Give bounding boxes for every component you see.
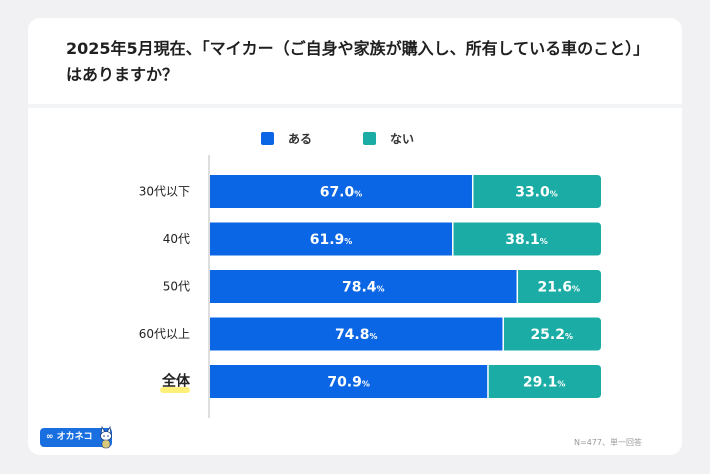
data-label: 70.9% — [327, 375, 370, 391]
data-label: 25.2% — [530, 327, 573, 343]
data-label: 29.1% — [523, 375, 566, 391]
legend-item-aru: ある — [261, 130, 312, 147]
bar-segment-aru — [210, 175, 472, 208]
bar-segment-nai — [453, 222, 601, 256]
data-label: 61.9% — [310, 232, 353, 248]
category-label: 60代以上 — [139, 327, 190, 341]
okaneko-logo: ∞ オカネコ — [40, 425, 113, 449]
bar-segment-nai — [488, 365, 601, 398]
cat-mascot-icon — [100, 425, 113, 449]
legend-label-aru: ある — [288, 132, 313, 146]
legend-swatch-aru — [261, 132, 274, 145]
bar-segment-aru — [210, 317, 503, 351]
category-label: 全体 — [161, 373, 191, 390]
chart-card: 2025年5月現在、「マイカー（ご自身や家族が購入し、所有している車のこと）」は… — [28, 18, 682, 455]
data-label: 33.0% — [515, 185, 558, 201]
legend-label-nai: ない — [390, 132, 415, 146]
category-label: 50代 — [163, 280, 190, 294]
bar-segment-aru — [210, 270, 517, 303]
data-label: 74.8% — [335, 327, 378, 343]
legend-item-nai: ない — [363, 130, 414, 147]
data-label: 67.0% — [320, 185, 363, 201]
bar-segment-aru — [210, 365, 488, 398]
bar-segment-aru — [210, 222, 453, 256]
data-label: 38.1% — [505, 232, 548, 248]
logo-text: ∞ オカネコ — [46, 432, 93, 442]
bar-segment-nai — [518, 270, 601, 303]
category-highlight — [160, 387, 190, 393]
legend: ある ない — [28, 130, 682, 150]
bar-segment-nai — [503, 317, 601, 351]
bar-segment-nai — [473, 175, 601, 208]
chart-title: 2025年5月現在、「マイカー（ご自身や家族が購入し、所有している車のこと）」は… — [66, 39, 650, 84]
category-label: 40代 — [163, 232, 190, 246]
footnote: N=477、単一回答 — [574, 438, 642, 447]
data-label: 78.4% — [342, 280, 385, 296]
data-label: 21.6% — [537, 280, 580, 296]
title-area: 2025年5月現在、「マイカー（ご自身や家族が購入し、所有している車のこと）」は… — [28, 18, 682, 108]
stacked-bar-chart: 30代以下 67.0% 33.0% 40代 61.9% 38.1% 50代 78.4% 21.6… — [139, 155, 601, 418]
category-label: 30代以下 — [139, 185, 190, 199]
legend-swatch-nai — [363, 132, 376, 145]
